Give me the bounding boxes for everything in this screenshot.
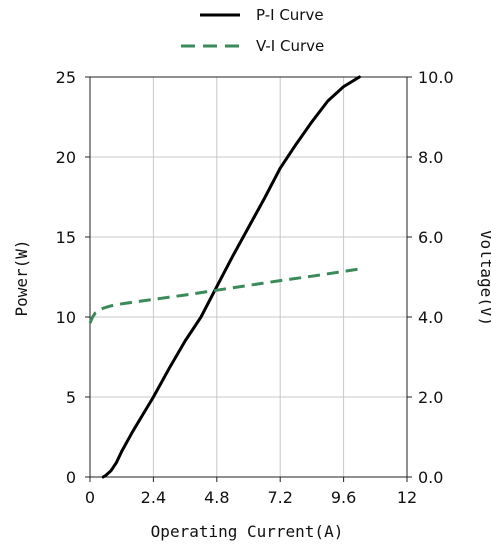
y-left-tick-label: 20: [56, 148, 76, 167]
x-tick-label: 4.8: [204, 488, 229, 507]
plot-frame: [89, 76, 408, 478]
y-right-tick-label: 6.0: [418, 228, 443, 247]
y-left-tick-label: 0: [66, 468, 76, 487]
x-tick-label: 12: [397, 488, 417, 507]
legend-label-v-i: V-I Curve: [256, 37, 324, 55]
y-right-tick-label: 10.0: [418, 68, 454, 87]
y-axis-right-title: Voltage(V): [477, 230, 491, 326]
y-right-tick-label: 0.0: [418, 468, 443, 487]
ticks: 0 2.4 4.8 7.2 9.6 12 0 5 10 15 20 25 0.0 2.0 4.0 6.0 8.0…: [56, 68, 454, 507]
x-tick-label: 2.4: [141, 488, 166, 507]
y-left-tick-label: 10: [56, 308, 76, 327]
legend: P-I Curve V-I Curve: [181, 6, 324, 55]
y-right-tick-label: 2.0: [418, 388, 443, 407]
y-left-tick-label: 25: [56, 68, 76, 87]
series-layer: [88, 75, 361, 479]
y-left-tick-label: 15: [56, 228, 76, 247]
legend-label-p-i: P-I Curve: [256, 6, 324, 24]
x-tick-label: 9.6: [331, 488, 356, 507]
y-axis-left-title: Power(W): [12, 239, 31, 316]
y-right-tick-label: 8.0: [418, 148, 443, 167]
grid: [90, 77, 407, 477]
y-left-tick-label: 5: [66, 388, 76, 407]
x-tick-label: 0: [85, 488, 95, 507]
x-axis-title: Operating Current(A): [151, 522, 344, 541]
x-tick-label: 7.2: [267, 488, 292, 507]
series-line-p-i: [101, 75, 361, 479]
series-line-v-i: [88, 267, 360, 324]
y-right-tick-label: 4.0: [418, 308, 443, 327]
